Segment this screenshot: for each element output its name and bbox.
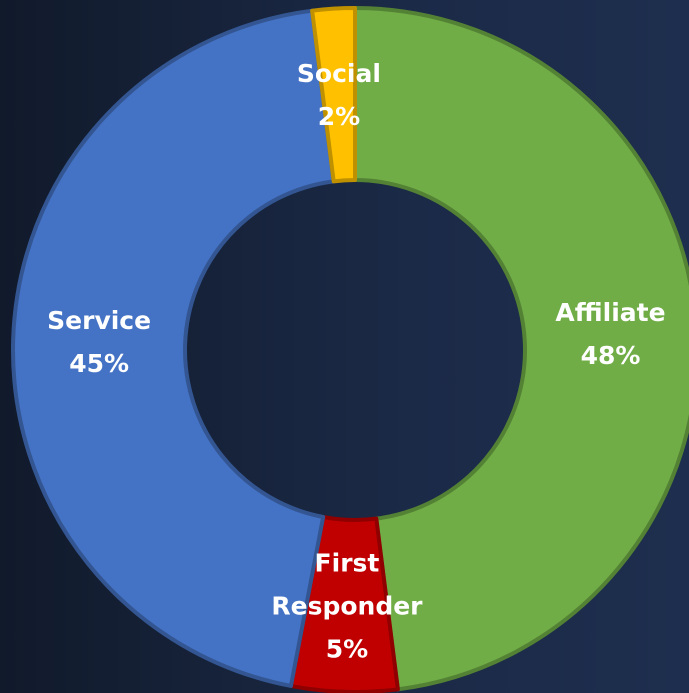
donut-slice <box>353 6 689 692</box>
slice-label: First Responder 5% <box>267 541 427 670</box>
value-label: 2% <box>317 101 361 131</box>
value-label: 48% <box>580 340 641 370</box>
slice-label: Affiliate 48% <box>530 291 689 377</box>
category-label: Affiliate <box>555 297 666 327</box>
category-label: First Responder <box>271 548 423 621</box>
category-label: Social <box>296 58 381 88</box>
donut-slice <box>11 8 336 688</box>
donut-slice <box>310 6 357 184</box>
slice-label: Social 2% <box>259 52 419 138</box>
value-label: 5% <box>325 634 369 664</box>
slice-label: Service 45% <box>19 299 179 385</box>
value-label: 45% <box>69 348 130 378</box>
category-label: Service <box>47 305 152 335</box>
